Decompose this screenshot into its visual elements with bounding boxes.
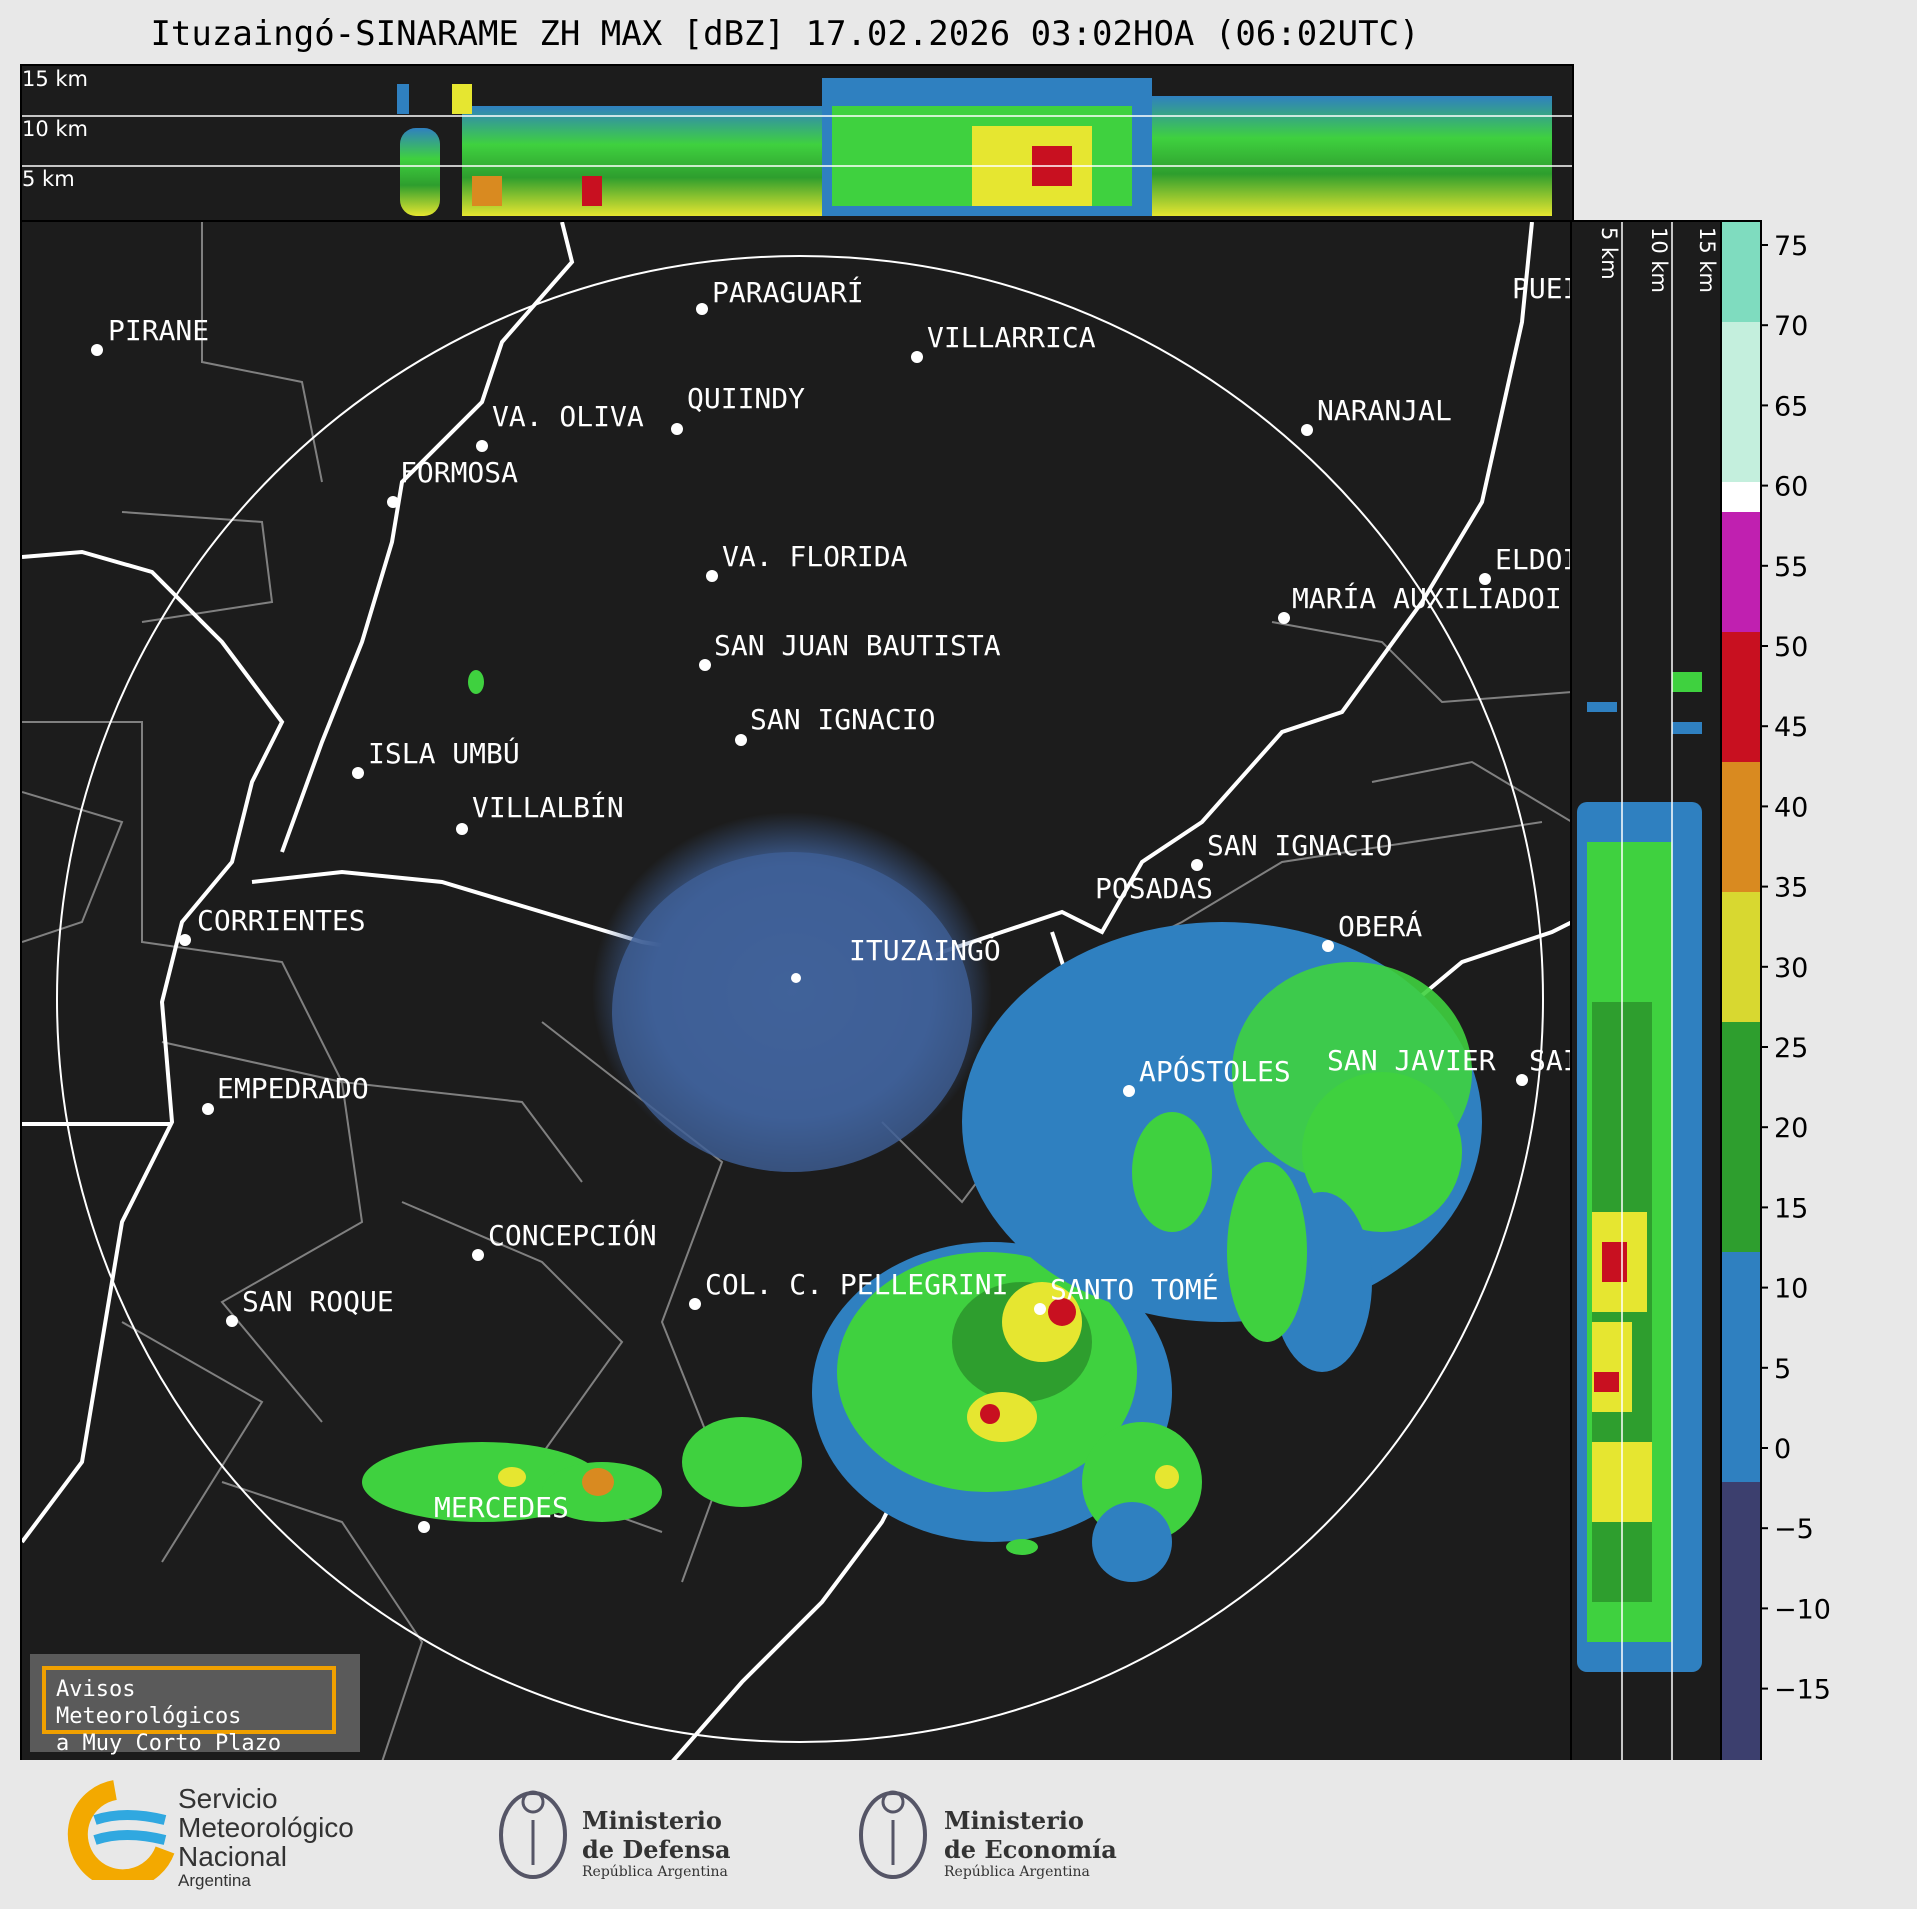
city-label: COL. C. PELLEGRINI xyxy=(705,1268,1008,1301)
economia-line-1: Ministerio xyxy=(944,1806,1084,1835)
smn-logo-line-4: Argentina xyxy=(178,1871,251,1890)
city-label: SAN ROQUE xyxy=(242,1285,394,1318)
defensa-line-1: Ministerio xyxy=(582,1806,722,1835)
smn-logo-line-1: Servicio xyxy=(178,1783,278,1814)
colorbar-tick-label: 70 xyxy=(1774,311,1808,342)
city-label: PIRANE xyxy=(108,314,209,347)
city-markers: PIRANE PARAGUARÍ VILLARRICA QUIINDY VA. … xyxy=(91,272,1572,1533)
city-label: SAN JAVIER xyxy=(1327,1044,1496,1077)
city-label: ELDOI xyxy=(1495,543,1572,576)
city-label: VILLARRICA xyxy=(927,321,1096,354)
colorbar-tick-label: 65 xyxy=(1774,391,1808,422)
smn-logo-line-2: Meteorológico xyxy=(178,1812,354,1843)
economia-emblem-icon xyxy=(859,1790,927,1879)
city-label: VA. FLORIDA xyxy=(722,540,908,573)
city-label: VA. OLIVA xyxy=(492,400,644,433)
colorbar-tick-label: 55 xyxy=(1774,552,1808,583)
city-label: ITUZAINGÓ xyxy=(849,933,1001,967)
colorbar-tick-label: 40 xyxy=(1774,792,1808,823)
city-label: EMPEDRADO xyxy=(217,1072,369,1105)
defensa-emblem-icon xyxy=(499,1790,567,1879)
colorbar-tick-label: 75 xyxy=(1774,231,1808,262)
warning-box-line-2: a Muy Corto Plazo xyxy=(56,1731,282,1756)
colorbar-tick-label: 50 xyxy=(1774,632,1808,663)
city-label: CONCEPCIÓN xyxy=(488,1218,657,1252)
city-label: SAN JUAN BAUTISTA xyxy=(714,629,1001,662)
city-label: VILLALBÍN xyxy=(472,790,624,824)
top-cross-section-panel: 15 km 10 km 5 km xyxy=(20,64,1574,224)
smn-logo-icon xyxy=(67,1780,175,1880)
colorbar-tick-label: 20 xyxy=(1774,1113,1808,1144)
city-label: MARÍA AUXILIADOI xyxy=(1292,581,1562,615)
city-label: POSADAS xyxy=(1095,872,1213,905)
colorbar-tick-label: −10 xyxy=(1774,1594,1831,1625)
radar-range-ring xyxy=(56,255,1544,1743)
city-label: PARAGUARÍ xyxy=(712,275,864,309)
colorbar-tick-label: 15 xyxy=(1774,1193,1808,1224)
colorbar-tick-label: 0 xyxy=(1774,1434,1791,1465)
city-label: OBERÁ xyxy=(1338,909,1422,943)
precipitation-echoes xyxy=(362,670,1482,1582)
right-height-label-10: 10 km xyxy=(1647,227,1671,293)
city-label: SANTO TOMÉ xyxy=(1050,1272,1219,1306)
footer: Servicio Meteorológico Nacional Argentin… xyxy=(0,1760,1917,1909)
right-cross-section-panel: 5 km 10 km 15 km xyxy=(1570,220,1724,1764)
defensa-line-2: de Defensa xyxy=(582,1835,731,1864)
city-label: CORRIENTES xyxy=(197,904,366,937)
city-label: NARANJAL xyxy=(1317,394,1452,427)
city-label: PUEI xyxy=(1512,272,1572,305)
city-label: APÓSTOLES xyxy=(1139,1054,1291,1088)
smn-logo-line-3: Nacional xyxy=(178,1841,287,1872)
city-label: SAN IGNACIO xyxy=(750,703,935,736)
right-height-label-15: 15 km xyxy=(1695,227,1719,293)
echo-cross-section xyxy=(397,78,1552,216)
warning-box[interactable]: Avisos Meteorológicos a Muy Corto Plazo xyxy=(30,1654,360,1756)
top-height-label-5: 5 km xyxy=(22,167,75,191)
city-label: FORMOSA xyxy=(400,456,518,489)
radar-map[interactable]: PIRANE PARAGUARÍ VILLARRICA QUIINDY VA. … xyxy=(20,220,1574,1764)
top-height-label-15: 15 km xyxy=(22,67,88,91)
colorbar-tick-label: 60 xyxy=(1774,472,1808,503)
right-height-label-5: 5 km xyxy=(1597,227,1621,280)
map-title: Ituzaingó-SINARAME ZH MAX [dBZ] 17.02.20… xyxy=(150,14,1420,54)
dbz-colorbar xyxy=(1720,220,1762,1764)
city-label: SAN IGNACIO xyxy=(1207,829,1392,862)
colorbar-tick-label: 35 xyxy=(1774,873,1808,904)
colorbar-tick-label: 30 xyxy=(1774,953,1808,984)
colorbar-tick-label: 45 xyxy=(1774,712,1808,743)
city-label: MERCEDES xyxy=(434,1491,569,1524)
colorbar-tick-label: 10 xyxy=(1774,1274,1808,1305)
echo-cross-section-vertical xyxy=(1577,672,1702,1672)
top-height-label-10: 10 km xyxy=(22,117,88,141)
city-label: SAI xyxy=(1529,1044,1572,1077)
colorbar-tick-label: 25 xyxy=(1774,1033,1808,1064)
city-label: ISLA UMBÚ xyxy=(368,736,520,770)
economia-line-2: de Economía xyxy=(944,1835,1117,1864)
defensa-line-3: República Argentina xyxy=(582,1864,728,1880)
economia-line-3: República Argentina xyxy=(944,1864,1090,1880)
colorbar-tick-label: −15 xyxy=(1774,1675,1831,1706)
colorbar-tick-label: 5 xyxy=(1774,1354,1791,1385)
warning-box-line-1: Avisos Meteorológicos xyxy=(56,1677,242,1729)
colorbar-tick-label: −5 xyxy=(1774,1514,1814,1545)
city-label: QUIINDY xyxy=(687,382,805,415)
